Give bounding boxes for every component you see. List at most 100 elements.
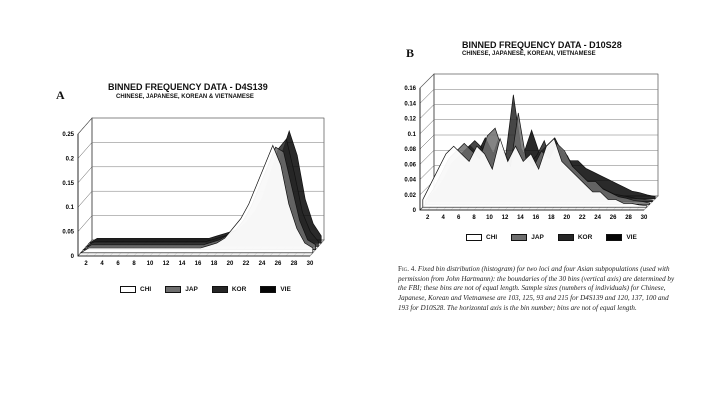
x-tick-label: 30 bbox=[307, 261, 314, 267]
y-tick-label: 0.1 bbox=[408, 132, 417, 138]
legend-item-chi: CHI bbox=[120, 286, 151, 293]
x-tick-label: 22 bbox=[243, 261, 250, 267]
x-tick-label: 6 bbox=[116, 261, 120, 267]
y-tick-label: 0.02 bbox=[404, 193, 416, 199]
x-tick-label: 6 bbox=[457, 215, 461, 221]
x-tick-label: 26 bbox=[275, 261, 282, 267]
x-tick-label: 14 bbox=[179, 261, 186, 267]
legend-item-kor: KOR bbox=[211, 286, 247, 293]
y-gridline bbox=[419, 150, 435, 165]
legend-item-vie: VIE bbox=[260, 286, 291, 293]
y-tick-label: 0.1 bbox=[66, 205, 75, 211]
legend-item-jap: JAP bbox=[165, 286, 198, 293]
legend-b: CHI JAP KOR VIE bbox=[466, 234, 637, 241]
legend-a: CHI JAP KOR VIE bbox=[120, 286, 291, 293]
x-tick-label: 4 bbox=[100, 261, 104, 267]
x-tick-label: 4 bbox=[442, 215, 446, 221]
y-gridline bbox=[419, 165, 435, 180]
series-chi bbox=[422, 137, 648, 208]
x-tick-label: 8 bbox=[472, 215, 476, 221]
chart-title-a: BINNED FREQUENCY DATA - D4S139 bbox=[108, 82, 268, 92]
x-tick-label: 10 bbox=[486, 215, 493, 221]
legend-label: CHI bbox=[486, 234, 498, 241]
y-tick-label: 0.2 bbox=[66, 156, 75, 162]
series-chi bbox=[79, 144, 314, 254]
y-tick-label: 0.08 bbox=[404, 147, 416, 153]
y-tick-label: 0.04 bbox=[404, 178, 416, 184]
floor-grid-line bbox=[309, 239, 325, 257]
y-tick-label: 0.05 bbox=[62, 230, 74, 236]
chart-title-b: BINNED FREQUENCY DATA - D10S28 bbox=[462, 40, 622, 50]
y-gridline bbox=[419, 73, 435, 89]
x-tick-label: 16 bbox=[533, 215, 540, 221]
y-gridline bbox=[77, 166, 93, 183]
x-tick-label: 28 bbox=[625, 215, 632, 221]
chart-plot-b: 00.020.040.060.080.10.120.140.162 4 6 8 10 12… bbox=[404, 73, 659, 221]
side-wall-a bbox=[77, 117, 93, 257]
legend-swatch bbox=[606, 234, 623, 241]
x-tick-label: 18 bbox=[211, 261, 218, 267]
y-gridline bbox=[419, 89, 435, 104]
x-tick-label: 28 bbox=[291, 261, 298, 267]
x-tick-label: 26 bbox=[610, 215, 617, 221]
legend-swatch bbox=[511, 234, 528, 241]
chart-panel-b: B BINNED FREQUENCY DATA - D10S28 CHINESE… bbox=[392, 28, 682, 253]
chart-plot-a: 00.050.10.150.20.252 4 6 8 10 12 14 16 18 20 22 24 2… bbox=[62, 117, 325, 267]
x-tick-label: 2 bbox=[426, 215, 430, 221]
y-tick-label: 0.16 bbox=[404, 86, 416, 92]
y-tick-label: 0.14 bbox=[404, 101, 416, 107]
x-tick-label: 10 bbox=[147, 261, 154, 267]
x-tick-label: 22 bbox=[579, 215, 586, 221]
legend-swatch bbox=[466, 234, 482, 241]
y-tick-label: 0 bbox=[413, 208, 417, 214]
x-tick-label: 30 bbox=[641, 215, 648, 221]
x-tick-label: 8 bbox=[132, 261, 136, 267]
y-tick-label: 0 bbox=[71, 254, 75, 260]
x-tick-label: 14 bbox=[517, 215, 524, 221]
legend-swatch bbox=[211, 286, 228, 293]
legend-swatch bbox=[120, 286, 136, 293]
y-gridline bbox=[419, 134, 435, 150]
legend-item-vie: VIE bbox=[606, 234, 637, 241]
legend-item-jap: JAP bbox=[511, 234, 544, 241]
y-gridline bbox=[77, 142, 93, 159]
x-tick-label: 12 bbox=[163, 261, 170, 267]
floor-grid-line bbox=[643, 195, 659, 211]
y-gridline bbox=[77, 215, 93, 232]
x-tick-label: 20 bbox=[563, 215, 570, 221]
legend-label: JAP bbox=[531, 234, 544, 241]
x-tick-label: 12 bbox=[502, 215, 509, 221]
legend-swatch bbox=[260, 286, 277, 293]
x-tick-label: 2 bbox=[84, 261, 88, 267]
x-tick-label: 24 bbox=[594, 215, 601, 221]
y-tick-label: 0.25 bbox=[62, 132, 74, 138]
caption-text: Fixed bin distribution (histogram) for t… bbox=[398, 265, 675, 312]
legend-swatch bbox=[165, 286, 182, 293]
legend-item-chi: CHI bbox=[466, 234, 497, 241]
y-gridline bbox=[77, 191, 93, 208]
chart-subtitle-a: CHINESE, JAPANESE, KOREAN & VIETNAMESE bbox=[116, 94, 254, 100]
x-tick-label: 20 bbox=[227, 261, 234, 267]
y-gridline bbox=[419, 119, 435, 134]
y-tick-label: 0.12 bbox=[404, 117, 416, 123]
legend-label: VIE bbox=[280, 286, 291, 293]
legend-label: CHI bbox=[140, 286, 152, 293]
x-tick-label: 24 bbox=[259, 261, 266, 267]
x-tick-label: 18 bbox=[548, 215, 555, 221]
legend-swatch bbox=[557, 234, 574, 241]
x-tick-label: 16 bbox=[195, 261, 202, 267]
legend-label: JAP bbox=[185, 286, 198, 293]
chart-panel-a: A BINNED FREQUENCY DATA - D4S139 CHINESE… bbox=[48, 68, 338, 308]
caption-figure-label: Fig. 4. bbox=[398, 265, 417, 273]
legend-label: KOR bbox=[231, 286, 247, 293]
legend-label: VIE bbox=[626, 234, 637, 241]
chart-subtitle-b: CHINESE, JAPANESE, KOREAN, VIETNAMESE bbox=[462, 51, 596, 57]
panel-letter-a: A bbox=[56, 88, 65, 102]
figure-caption: Fig. 4. Fixed bin distribution (histogra… bbox=[398, 265, 676, 314]
y-tick-label: 0.15 bbox=[62, 181, 74, 187]
y-tick-label: 0.06 bbox=[404, 162, 416, 168]
panel-letter-b: B bbox=[406, 46, 415, 60]
y-gridline bbox=[419, 104, 435, 119]
y-gridline bbox=[77, 117, 93, 135]
legend-item-kor: KOR bbox=[557, 234, 592, 241]
